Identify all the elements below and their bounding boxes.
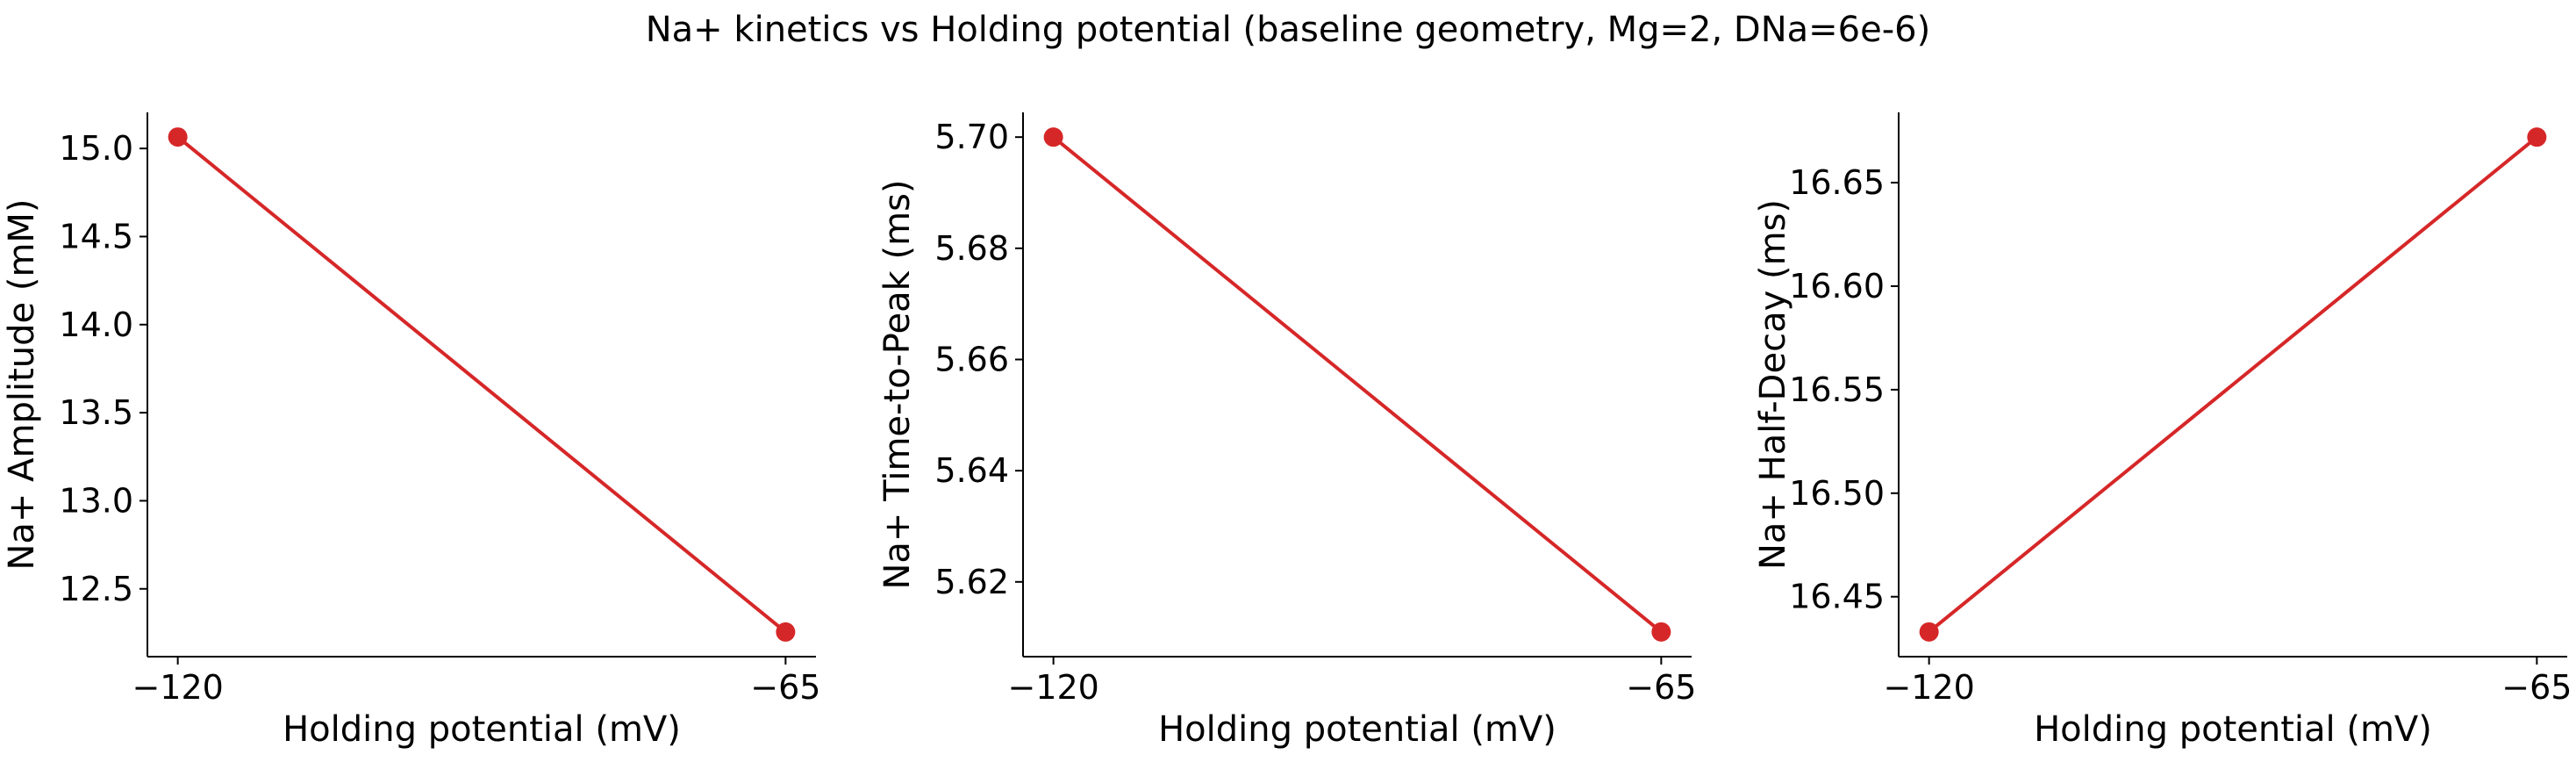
data-point [1919,622,1939,642]
y-tick-label: 16.45 [1789,578,1885,616]
y-tick-label: 5.64 [934,451,1009,490]
y-tick-label: 14.5 [59,217,133,255]
x-axis-label: Holding potential (mV) [2034,709,2432,750]
y-tick-label: 5.70 [934,118,1009,156]
data-point [168,127,188,147]
figure-title: Na+ kinetics vs Holding potential (basel… [645,10,1931,50]
data-point [2527,127,2547,147]
y-tick-label: 16.60 [1789,267,1885,306]
x-tick-label: −120 [1883,668,1974,707]
chart-panel-1: 12.5 13.0 13.5 14.0 14.5 15.0 −120 −65 Holding p… [2,112,820,750]
chart-panel-2: 5.62 5.64 5.66 5.68 5.70 −120 −65 Holding poten… [877,112,1696,750]
x-axis-label: Holding potential (mV) [283,709,681,750]
y-tick-label: 13.5 [59,393,133,432]
y-axis-label: Na+ Amplitude (mM) [2,198,42,570]
y-tick-label: 5.62 [934,563,1009,601]
y-tick-label: 5.68 [934,229,1009,268]
y-tick-label: 5.66 [934,341,1009,379]
data-point [776,622,796,642]
x-tick-label: −65 [1626,668,1696,707]
x-tick-label: −120 [1007,668,1098,707]
series-line [1928,135,2538,634]
x-tick-label: −120 [132,668,223,707]
y-axis-label: Na+ Half-Decay (ms) [1753,199,1793,570]
data-point [1043,127,1063,147]
y-tick-label: 16.65 [1789,163,1885,202]
y-tick-label: 12.5 [59,570,133,608]
data-point [1651,622,1671,642]
y-tick-label: 16.50 [1789,474,1885,513]
y-tick-label: 13.0 [59,481,133,520]
x-tick-label: −65 [2501,668,2572,707]
x-tick-label: −65 [750,668,820,707]
chart-panel-3: 16.45 16.50 16.55 16.60 16.65 −120 −65 Holding … [1753,112,2572,750]
series-line [1052,135,1663,634]
y-tick-label: 14.0 [59,306,133,344]
x-axis-label: Holding potential (mV) [1158,709,1556,750]
series-line [176,135,787,634]
y-tick-label: 15.0 [59,129,133,168]
y-axis-label: Na+ Time-to-Peak (ms) [877,179,918,589]
y-tick-label: 16.55 [1789,370,1885,409]
